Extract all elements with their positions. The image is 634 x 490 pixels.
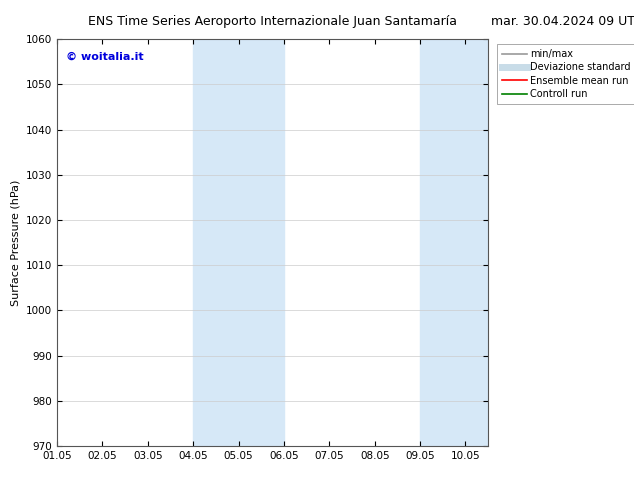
- Text: ENS Time Series Aeroporto Internazionale Juan Santamaría: ENS Time Series Aeroporto Internazionale…: [88, 15, 457, 28]
- Bar: [443, 39, 488, 446]
- Y-axis label: Surface Pressure (hPa): Surface Pressure (hPa): [10, 179, 20, 306]
- Bar: [193, 39, 216, 446]
- Legend: min/max, Deviazione standard, Ensemble mean run, Controll run: min/max, Deviazione standard, Ensemble m…: [497, 44, 634, 104]
- Bar: [420, 39, 443, 446]
- Text: mar. 30.04.2024 09 UTC: mar. 30.04.2024 09 UTC: [491, 15, 634, 28]
- Bar: [216, 39, 284, 446]
- Text: © woitalia.it: © woitalia.it: [66, 51, 143, 61]
